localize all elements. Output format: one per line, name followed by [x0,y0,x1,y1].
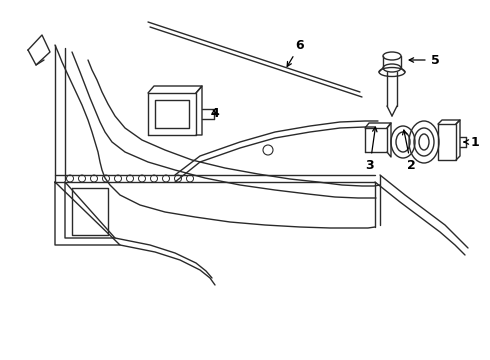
Text: 4: 4 [211,107,220,120]
Text: 6: 6 [287,39,304,67]
Text: 1: 1 [464,135,479,149]
Text: 3: 3 [366,127,377,171]
Text: 5: 5 [409,54,440,67]
Text: 2: 2 [403,130,416,171]
